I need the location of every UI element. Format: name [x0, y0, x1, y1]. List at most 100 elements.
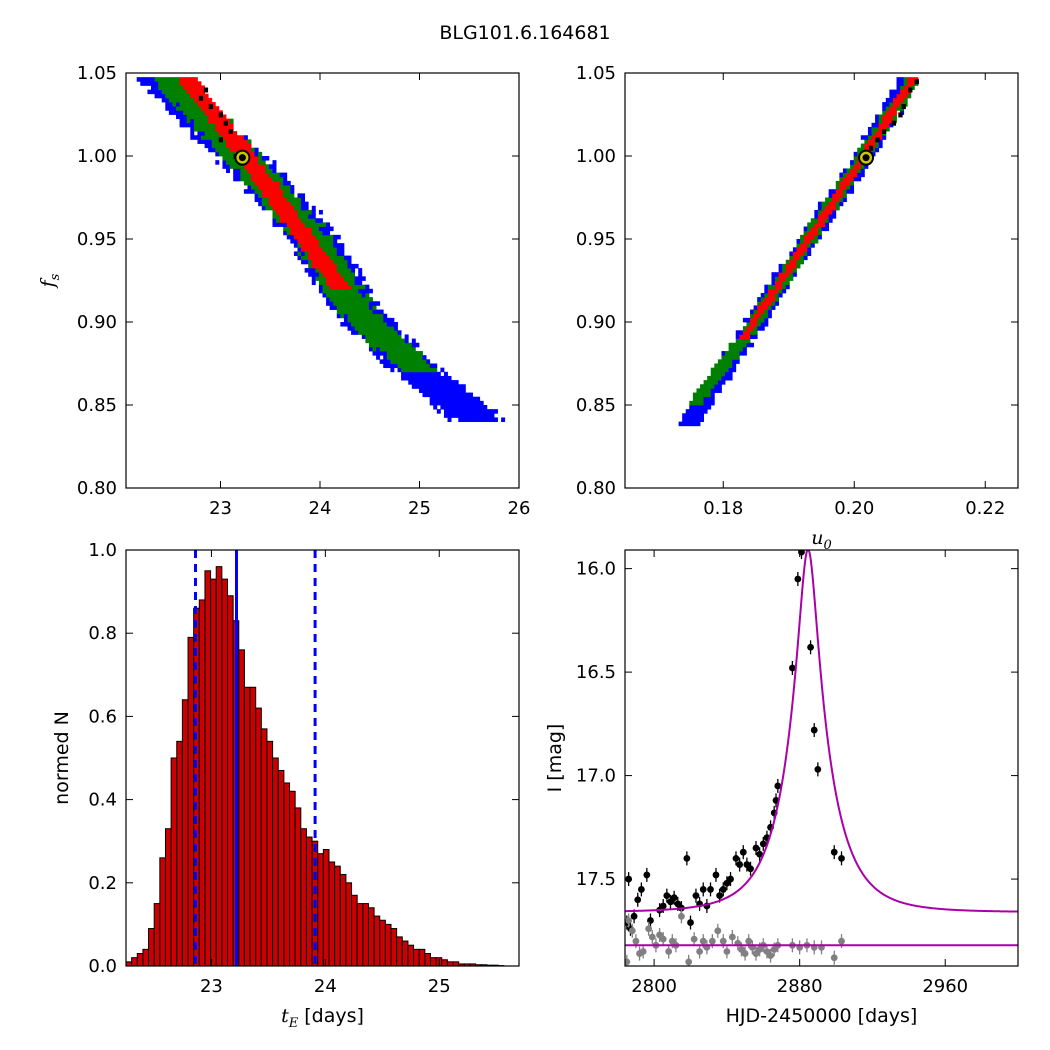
heatmap-cell — [842, 180, 847, 186]
heatmap-cell — [279, 222, 284, 227]
heatmap-cell — [211, 106, 216, 111]
heatmap-cell — [236, 147, 241, 153]
heatmap-cell — [193, 81, 198, 86]
heatmap-cell — [732, 355, 737, 360]
heatmap-cell — [315, 243, 320, 248]
x-tick-label: 25 — [408, 498, 431, 519]
heatmap-cell — [867, 131, 872, 136]
heatmap-cell — [290, 189, 295, 194]
heatmap-cell — [393, 338, 398, 344]
heatmap-cell — [347, 276, 352, 281]
heatmap-cell — [447, 405, 452, 410]
heatmap-cell — [336, 247, 341, 252]
heatmap-cell — [361, 313, 366, 319]
heatmap-cell — [197, 126, 202, 132]
heatmap-cell — [343, 284, 348, 290]
heatmap-cell — [172, 102, 177, 107]
heatmap-cell — [401, 342, 406, 348]
heatmap-cell — [429, 396, 434, 402]
heatmap-cell — [443, 371, 448, 377]
heatmap-cell — [326, 226, 331, 232]
y-tick-label: 0.85 — [576, 395, 616, 416]
heatmap-cell — [254, 156, 259, 161]
heatmap-cell — [447, 384, 452, 389]
heatmap-cell — [283, 230, 288, 236]
heatmap-cell — [767, 288, 772, 294]
heatmap-cell — [717, 375, 722, 381]
heatmap-cell — [415, 384, 420, 389]
heatmap-cell — [204, 143, 209, 149]
heatmap-cell — [376, 317, 381, 323]
heatmap-cell — [268, 197, 273, 203]
heatmap-cell — [279, 172, 284, 178]
heatmap-cell — [814, 234, 819, 240]
best-fit-marker-center — [238, 154, 246, 162]
heatmap-cell — [379, 351, 384, 356]
heatmap-cell — [333, 276, 338, 281]
heatmap-cell — [290, 234, 295, 240]
heatmap-cell — [689, 421, 694, 427]
heatmap-cell — [376, 322, 381, 327]
heatmap-cell — [290, 209, 295, 215]
heatmap-cell — [365, 317, 370, 323]
heatmap-cell — [418, 355, 423, 360]
heatmap-cell — [318, 243, 323, 248]
heatmap-cell — [286, 189, 291, 194]
heatmap-cell — [429, 363, 434, 369]
heatmap-cell — [297, 255, 302, 261]
heatmap-cell — [735, 330, 740, 335]
plot-frame — [624, 72, 1019, 489]
heatmap-cell — [322, 255, 327, 261]
heatmap-cell — [233, 147, 238, 153]
heatmap-cell — [197, 85, 202, 90]
heatmap-cell — [279, 185, 284, 190]
heatmap-cell — [710, 367, 715, 373]
heatmap-cell — [329, 259, 334, 265]
heatmap-cell — [254, 197, 259, 203]
heatmap-cell — [261, 176, 266, 182]
data-point — [625, 917, 633, 924]
histogram-bar — [283, 782, 291, 967]
y-tick-label: 0.85 — [77, 395, 117, 416]
heatmap-cell — [728, 351, 733, 356]
heatmap-cell — [179, 118, 184, 124]
heatmap-cell — [201, 135, 205, 140]
heatmap-cell — [293, 205, 298, 211]
heatmap-cell — [233, 135, 238, 140]
heatmap-cell — [343, 297, 348, 302]
heatmap-cell — [247, 176, 252, 182]
heatmap-cell — [222, 147, 227, 153]
heatmap-cell-best — [898, 112, 903, 118]
heatmap-cell — [168, 102, 173, 107]
histogram-bar — [142, 948, 150, 967]
heatmap-cell — [361, 334, 366, 339]
heatmap-cell — [165, 97, 170, 103]
heatmap-cell — [418, 380, 423, 385]
heatmap-cell — [336, 313, 341, 319]
heatmap-cell — [828, 209, 833, 215]
heatmap-cell — [397, 355, 402, 360]
heatmap-cell — [789, 263, 794, 269]
heatmap-cell — [193, 122, 198, 128]
histogram-bar — [362, 903, 369, 967]
heatmap-cell — [703, 392, 708, 398]
heatmap-cell — [193, 89, 198, 95]
heatmap-cell — [703, 384, 708, 389]
heatmap-cell — [429, 388, 434, 393]
heatmap-cell — [393, 330, 398, 335]
heatmap-cell — [290, 185, 295, 190]
heatmap-cell — [261, 172, 266, 178]
heatmap-cell — [283, 176, 288, 182]
heatmap-cell — [842, 185, 847, 190]
heatmap-cell — [347, 284, 352, 290]
heatmap-cell — [757, 326, 762, 331]
heatmap-cell — [161, 85, 166, 90]
heatmap-cell — [383, 342, 388, 348]
heatmap-cell — [792, 268, 797, 273]
heatmap-cell — [293, 230, 298, 236]
heatmap-cell — [710, 388, 715, 393]
heatmap-cell — [286, 201, 291, 207]
heatmap-cell — [721, 380, 726, 385]
heatmap-cell — [408, 380, 413, 385]
heatmap-cell — [418, 384, 423, 389]
